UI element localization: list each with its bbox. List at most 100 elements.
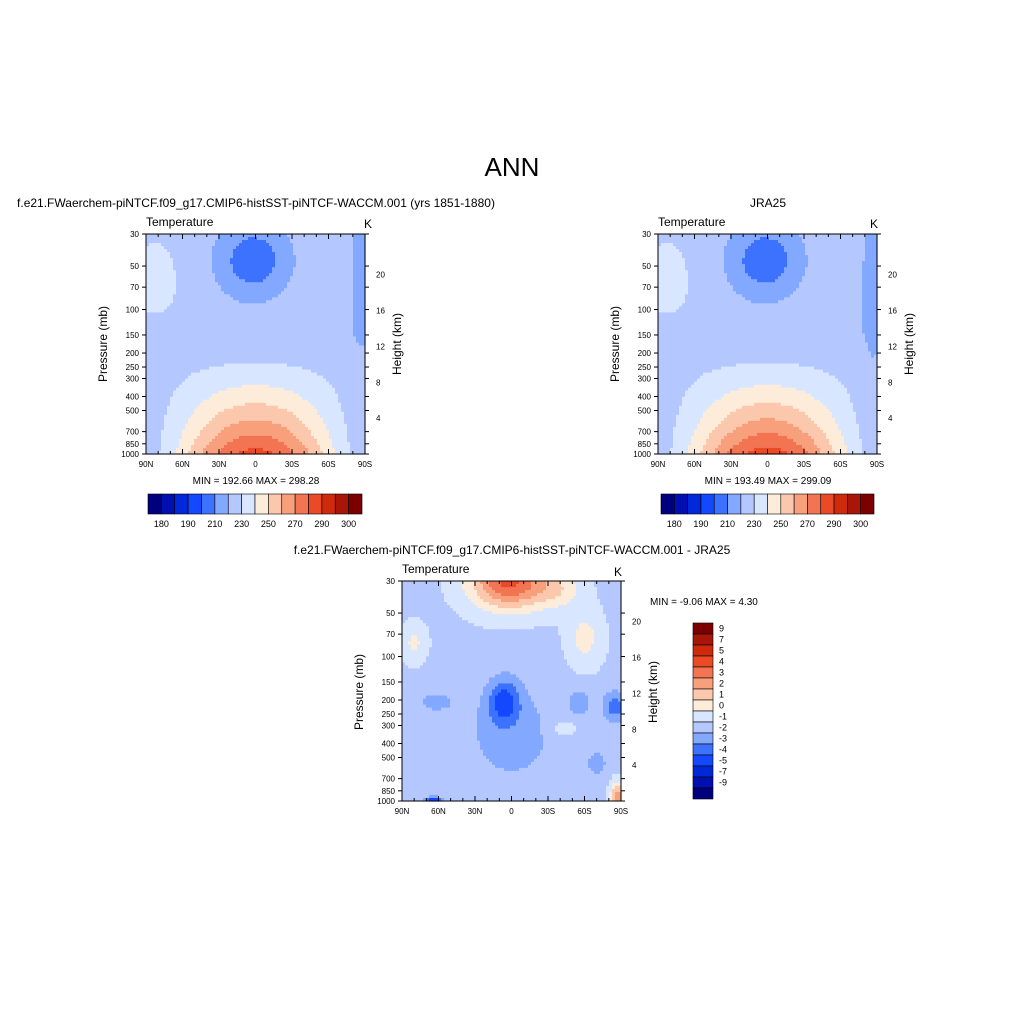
field-cell: [254, 396, 258, 401]
field-cell: [287, 273, 291, 277]
field-cell: [323, 321, 327, 326]
field-cell: [317, 237, 321, 241]
field-cell: [200, 240, 204, 244]
field-cell: [308, 273, 312, 277]
field-cell: [299, 390, 303, 395]
field-cell: [155, 321, 159, 326]
field-cell: [194, 345, 198, 350]
field-cell: [191, 333, 195, 338]
field-cell: [155, 366, 159, 371]
field-cell: [236, 357, 240, 362]
field-cell: [233, 372, 237, 377]
field-cell: [221, 363, 225, 368]
field-cell: [182, 282, 186, 286]
field-cell: [209, 396, 213, 401]
field-cell: [251, 321, 255, 326]
field-cell: [359, 324, 363, 329]
field-cell: [155, 288, 159, 292]
field-cell: [200, 396, 204, 401]
field-cell: [179, 252, 183, 256]
field-cell: [182, 354, 186, 359]
field-cell: [359, 282, 363, 286]
field-cell: [269, 246, 273, 250]
field-cell: [167, 405, 171, 410]
field-cell: [296, 360, 300, 365]
field-cell: [302, 336, 306, 341]
field-cell: [239, 336, 243, 341]
field-cell: [278, 333, 282, 338]
field-cell: [290, 282, 294, 286]
field-cell: [332, 312, 336, 316]
field-cell: [146, 282, 150, 286]
field-cell: [179, 249, 183, 253]
field-cell: [332, 255, 336, 259]
field-cell: [284, 333, 288, 338]
field-cell: [173, 303, 177, 307]
field-cell: [353, 300, 357, 304]
field-cell: [233, 264, 237, 268]
field-cell: [230, 273, 234, 277]
field-cell: [341, 402, 345, 407]
field-cell: [308, 339, 312, 344]
field-cell: [182, 273, 186, 277]
field-cell: [320, 261, 324, 265]
field-cell: [275, 291, 279, 295]
field-cell: [290, 339, 294, 344]
field-cell: [272, 393, 276, 398]
field-cell: [359, 249, 363, 253]
field-cell: [311, 396, 315, 401]
field-cell: [338, 282, 342, 286]
field-cell: [329, 273, 333, 277]
field-cell: [314, 294, 318, 298]
field-cell: [314, 399, 318, 404]
field-cell: [293, 243, 297, 247]
field-cell: [353, 372, 357, 377]
field-cell: [179, 309, 183, 313]
field-cell: [266, 300, 270, 304]
field-cell: [290, 324, 294, 329]
field-cell: [155, 300, 159, 304]
field-cell: [188, 360, 192, 365]
field-cell: [251, 318, 255, 322]
field-cell: [353, 342, 357, 347]
field-cell: [296, 267, 300, 271]
field-cell: [326, 402, 330, 407]
field-cell: [323, 369, 327, 374]
field-cell: [275, 396, 279, 401]
field-cell: [206, 375, 210, 380]
field-cell: [194, 378, 198, 383]
field-cell: [164, 390, 168, 395]
field-cell: [200, 378, 204, 383]
field-cell: [173, 285, 177, 289]
field-cell: [212, 297, 216, 301]
panel-model: f.e21.FWaerchem-piNTCF.f09_g17.CMIP6-his…: [17, 196, 495, 529]
field-cell: [248, 255, 252, 259]
field-cell: [353, 339, 357, 344]
field-cell: [176, 303, 180, 307]
field-cell: [209, 357, 213, 362]
field-cell: [230, 309, 234, 313]
field-cell: [254, 378, 258, 383]
field-cell: [284, 321, 288, 326]
field-cell: [185, 372, 189, 377]
field-cell: [236, 303, 240, 307]
field-cell: [185, 273, 189, 277]
field-cell: [323, 246, 327, 250]
field-cell: [233, 336, 237, 341]
field-cell: [242, 312, 246, 316]
field-cell: [251, 330, 255, 335]
field-cell: [356, 249, 360, 253]
field-cell: [290, 279, 294, 283]
field-cell: [203, 390, 207, 395]
field-cell: [215, 303, 219, 307]
field-cell: [359, 303, 363, 307]
field-cell: [218, 258, 222, 262]
field-cell: [218, 342, 222, 347]
field-cell: [353, 384, 357, 389]
field-cell: [329, 261, 333, 265]
field-cell: [326, 330, 330, 335]
field-cell: [344, 330, 348, 335]
field-cell: [344, 333, 348, 338]
field-cell: [269, 396, 273, 401]
field-cell: [245, 357, 249, 362]
